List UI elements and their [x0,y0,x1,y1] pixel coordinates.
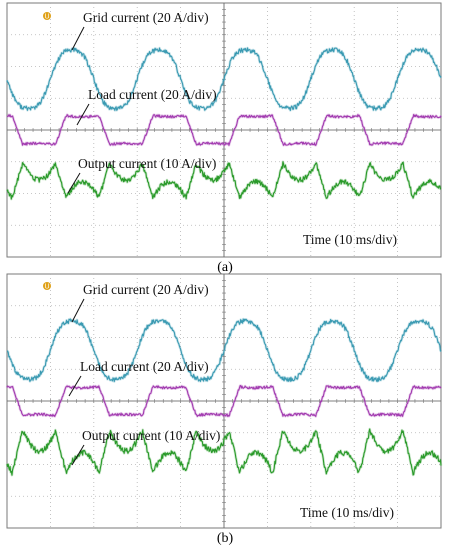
trace-output-current [6,428,442,476]
grid-current-label-a: Grid current (20 A/div) [83,10,209,25]
grid-current-leader-a [71,26,85,51]
output-current-leader-a [67,172,81,194]
load-current-label-a: Load current (20 A/div) [88,87,217,102]
grid-current-leader-b [71,298,85,323]
output-current-label-b: Output current (10 A/div) [82,428,220,443]
scope-traces-b [5,317,443,477]
trigger-marker-b: U [43,282,51,291]
trigger-marker-a: U [43,12,51,21]
scope-grid-a [6,2,442,258]
time-scale-label-a: Time (10 ms/div) [303,232,397,247]
output-current-label-a: Output current (10 A/div) [78,156,216,171]
trace-load-current [6,113,442,146]
trigger-marker-icon-b [43,282,51,290]
time-scale-label-b: Time (10 ms/div) [300,505,394,520]
load-current-label-b: Load current (20 A/div) [80,359,209,374]
scope-traces-a [5,46,443,201]
output-current-leader-b [71,444,85,466]
load-current-leader-a [76,103,90,126]
scope-grid-b [6,273,442,529]
trace-load-current [6,385,442,417]
trace-grid-current [6,318,442,383]
grid-current-label-b: Grid current (20 A/div) [83,282,209,297]
load-current-leader-b [68,375,82,397]
trace-output-current [6,161,442,200]
trigger-marker-glyph-a: U [44,14,49,21]
scope-panel-a: U Grid current (20 A/div) Load current (… [5,2,443,258]
caption-a: (a) [217,260,233,275]
caption-b: (b) [217,531,234,546]
trigger-marker-icon-a [43,12,51,20]
trace-grid-current [6,47,442,112]
scope-panel-b: U Grid current (20 A/div) Load current (… [5,273,443,529]
trigger-marker-glyph-b: U [44,284,49,291]
